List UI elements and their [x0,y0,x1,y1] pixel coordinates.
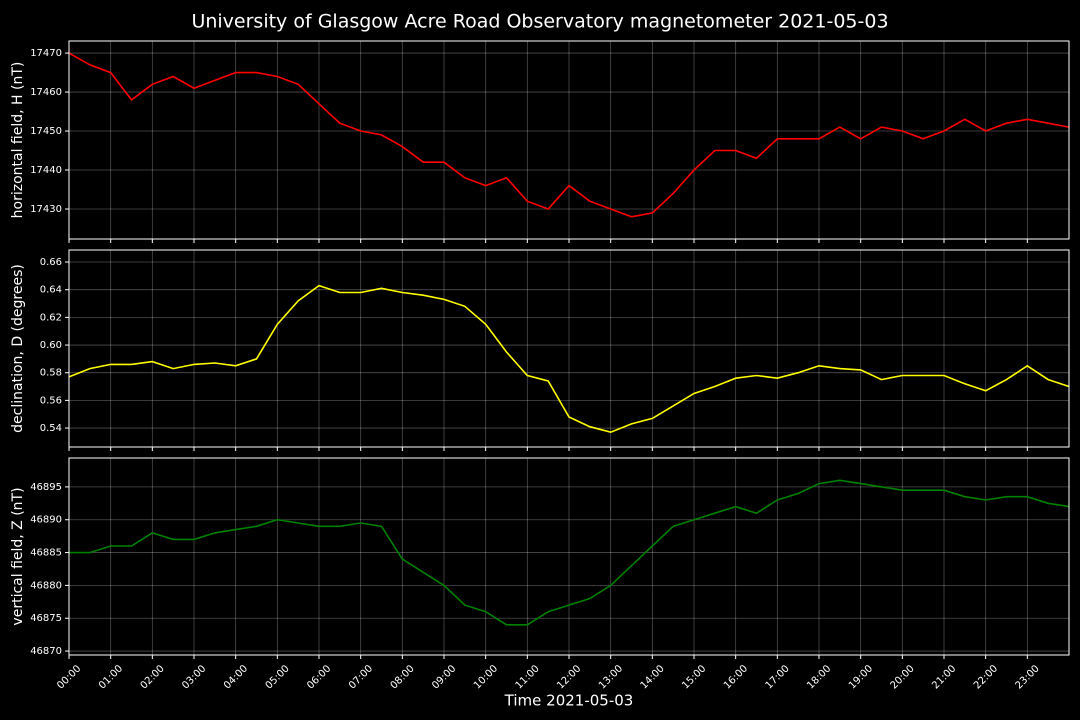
data-line [69,479,1070,626]
y-tick-label: 0.58 [40,368,62,379]
figure-title: University of Glasgow Acre Road Observat… [191,11,888,33]
y-tick-label: 0.64 [40,285,62,296]
y-tick-label: 0.56 [40,395,62,406]
y-axis-label: horizontal field, H (nT) [10,62,26,219]
y-tick-label: 46895 [30,482,62,493]
y-tick-label: 46875 [30,613,62,624]
axes-frame [68,249,1070,448]
y-tick-label: 46880 [30,580,62,591]
y-axis-label: declination, D (degrees) [10,264,26,433]
data-line [68,52,1070,218]
data-line [68,284,1070,434]
y-tick-label: 46885 [30,548,62,559]
y-tick-label: 17440 [30,165,62,176]
y-axis-label: vertical field, Z (nT) [10,487,26,625]
x-axis-label: Time 2021-05-03 [504,692,634,710]
y-tick-label: 17460 [30,87,62,98]
y-tick-label: 17470 [30,48,62,59]
y-tick-label: 0.60 [40,340,62,351]
y-tick-label: 0.66 [40,257,62,268]
y-tick-label: 46870 [30,646,62,657]
axes-frame [68,40,1070,240]
y-tick-label: 0.62 [40,312,62,323]
axes-frame [68,457,1070,656]
y-tick-label: 0.54 [40,423,62,434]
y-tick-label: 17450 [30,126,62,137]
y-tick-label: 46890 [30,515,62,526]
y-tick-label: 17430 [30,204,62,215]
